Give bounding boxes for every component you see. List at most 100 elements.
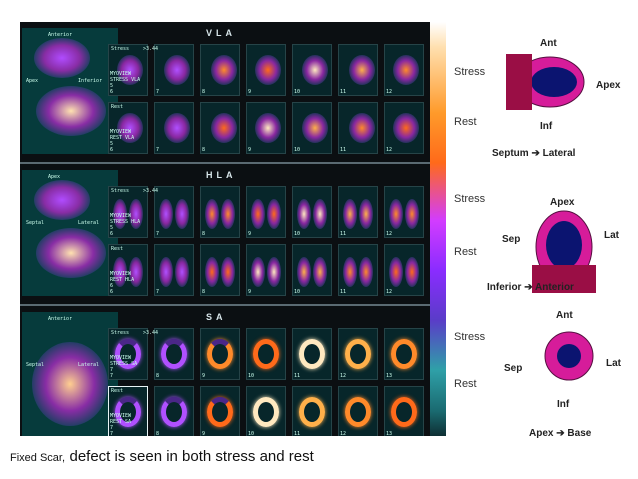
scan-slice-uptake [129, 199, 143, 229]
scan-slice-number: 12 [386, 231, 393, 237]
hla-cavity [546, 221, 582, 269]
hla-label-top: Apex [550, 197, 575, 208]
scan-section-hla: HLA Apex Septal Lateral 6 MYOVIEW STRESS HLA … [20, 162, 430, 304]
scan-slice-thumbnail: 11 [338, 186, 378, 238]
scan-slice-number: 8 [156, 431, 160, 436]
scan-slice-number: 10 [294, 147, 301, 153]
row-label-stress-vla: Stress [454, 66, 486, 78]
scan-slice-thumbnail: 10 [292, 244, 332, 296]
scan-slice-thumbnail: 6 MYOVIEW REST HLA 6 Rest [108, 244, 148, 296]
scan-row-tag: Stress [111, 330, 130, 336]
scan-row-tag: Rest [111, 246, 124, 252]
scan-slice-thumbnail: 9 [200, 328, 240, 380]
scan-slice-uptake [343, 257, 357, 287]
scan-slice-thumbnail: 9 [200, 386, 240, 436]
scan-view-title: SA [206, 312, 227, 322]
scan-slice-uptake [175, 257, 189, 287]
vla-caption-left: Septum [492, 148, 529, 159]
vla-diagram [506, 54, 585, 110]
sa-label-left: Sep [504, 363, 523, 374]
scan-slice-uptake [255, 113, 281, 143]
scan-big-label-b: Septal [26, 220, 45, 226]
caption-main: defect is seen in both stress and rest [69, 448, 314, 465]
sa-label-bottom: Inf [557, 399, 570, 410]
scan-slice-uptake [159, 199, 173, 229]
scan-slice-number: 7 [156, 147, 160, 153]
scan-slice-number: 11 [294, 373, 301, 379]
scan-slice-caption: MYOVIEW REST SA 7 [110, 413, 132, 431]
scan-slice-uptake [205, 257, 219, 287]
scan-slice-thumbnail: 6 MYOVIEW STRESS HLA 5 Stress [108, 186, 148, 238]
scan-slice-number: 12 [386, 147, 393, 153]
scan-slice-thumbnail: 7 MYOVIEW STRESS SA 7 Stress [108, 328, 148, 380]
vla-scar-defect [506, 54, 532, 110]
scan-slice-number: 10 [248, 431, 255, 436]
row-label-stress-hla: Stress [454, 193, 486, 205]
scan-row-tag: Stress [111, 46, 130, 52]
scan-slice-uptake [117, 113, 143, 143]
scan-big-label-c: Lateral [78, 220, 100, 226]
scan-reference-image: Anterior Septal Lateral [22, 312, 118, 436]
scan-reference-image: Apex Septal Lateral [22, 170, 118, 296]
scan-slice-number: 7 [156, 231, 160, 237]
scan-slice-number: 9 [202, 373, 206, 379]
scan-view-title: HLA [206, 170, 237, 180]
scan-slice-number: 10 [294, 89, 301, 95]
scan-hotspot [32, 342, 108, 426]
vla-caption-right: Lateral [542, 148, 576, 159]
scan-slice-thumbnail: 9 [246, 102, 286, 154]
scan-slice-uptake [207, 397, 233, 427]
scan-slice-thumbnail: 8 [200, 102, 240, 154]
scan-slice-uptake [211, 55, 237, 85]
scan-slice-number: 11 [340, 147, 347, 153]
scan-slice-uptake [115, 397, 141, 427]
scan-slice-uptake [297, 199, 311, 229]
scan-slice-uptake [253, 397, 279, 427]
vla-label-top: Ant [540, 38, 557, 49]
scan-big-label-b: Septal [26, 362, 45, 368]
scan-slice-thumbnail: 12 [338, 328, 378, 380]
scan-slice-uptake [211, 113, 237, 143]
scan-slice-uptake [251, 257, 265, 287]
scan-slice-uptake [359, 257, 373, 287]
arrow-right-icon: ➔ [524, 282, 533, 293]
scan-slice-thumbnail: 7 MYOVIEW REST SA 7 Rest [108, 386, 148, 436]
scan-scale-value: >3.44 [143, 188, 159, 194]
scan-hotspot [34, 180, 90, 220]
scan-scale-value: >3.44 [143, 46, 159, 52]
scan-slice-number: 10 [248, 373, 255, 379]
scan-slice-number: 7 [156, 89, 160, 95]
scan-slice-thumbnail: 13 [384, 328, 424, 380]
scan-slice-thumbnail: 12 [384, 102, 424, 154]
scan-slice-thumbnail: 10 [292, 44, 332, 96]
scan-slice-uptake [393, 55, 419, 85]
scan-slice-caption: MYOVIEW STRESS SA 7 [110, 355, 138, 373]
sa-label-right: Lat [606, 358, 621, 369]
scan-slice-number: 12 [340, 373, 347, 379]
scan-view-title: VLA [206, 28, 236, 38]
scan-slice-thumbnail: 8 [154, 386, 194, 436]
scan-slice-number: 8 [202, 147, 206, 153]
scan-slice-uptake [267, 257, 281, 287]
scan-slice-uptake [161, 397, 187, 427]
scan-slice-thumbnail: 6 MYOVIEW REST VLA 5 Rest [108, 102, 148, 154]
scan-slice-uptake [221, 199, 235, 229]
scan-slice-uptake [389, 199, 403, 229]
scan-slice-uptake [267, 199, 281, 229]
row-label-rest-vla: Rest [454, 116, 477, 128]
vla-cavity [531, 67, 577, 97]
scan-slice-uptake [405, 257, 419, 287]
hla-scar-defect [532, 265, 596, 293]
scan-hotspot [36, 86, 106, 136]
scan-slice-uptake [164, 113, 190, 143]
scan-slice-thumbnail: 12 [384, 244, 424, 296]
vla-label-right: Apex [596, 80, 621, 91]
scan-big-label-b: Apex [26, 78, 39, 84]
scan-slice-thumbnail: 10 [292, 102, 332, 154]
scan-slice-number: 6 [110, 147, 114, 153]
scan-slice-number: 8 [202, 289, 206, 295]
scan-slice-number: 6 [110, 231, 114, 237]
scan-slice-thumbnail: 12 [384, 186, 424, 238]
scan-slice-thumbnail: 11 [292, 328, 332, 380]
vla-label-bottom: Inf [540, 121, 553, 132]
